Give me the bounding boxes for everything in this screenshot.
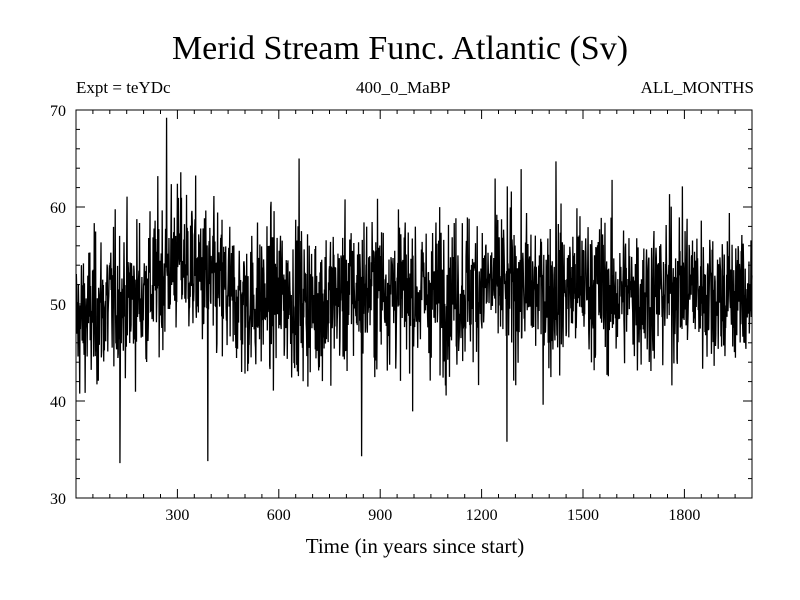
x-tick-label: 1200	[466, 507, 498, 524]
y-tick-label: 60	[50, 200, 66, 217]
x-axis-label: Time (in years since start)	[305, 534, 525, 558]
x-tick-label: 600	[267, 507, 291, 524]
y-tick-label: 30	[50, 491, 66, 508]
months-label: ALL_MONTHS	[640, 78, 754, 97]
y-tick-label: 70	[50, 103, 66, 120]
y-tick-label: 40	[50, 394, 66, 411]
series-line	[75, 117, 753, 464]
x-tick-label: 900	[368, 507, 392, 524]
x-tick-label: 1800	[668, 507, 700, 524]
experiment-label: Expt = teYDc	[76, 78, 171, 97]
x-tick-label: 300	[165, 507, 189, 524]
y-tick-label: 50	[50, 297, 66, 314]
period-label: 400_0_MaBP	[356, 78, 451, 97]
x-tick-label: 1500	[567, 507, 599, 524]
chart-title: Merid Stream Func. Atlantic (Sv)	[171, 30, 629, 67]
